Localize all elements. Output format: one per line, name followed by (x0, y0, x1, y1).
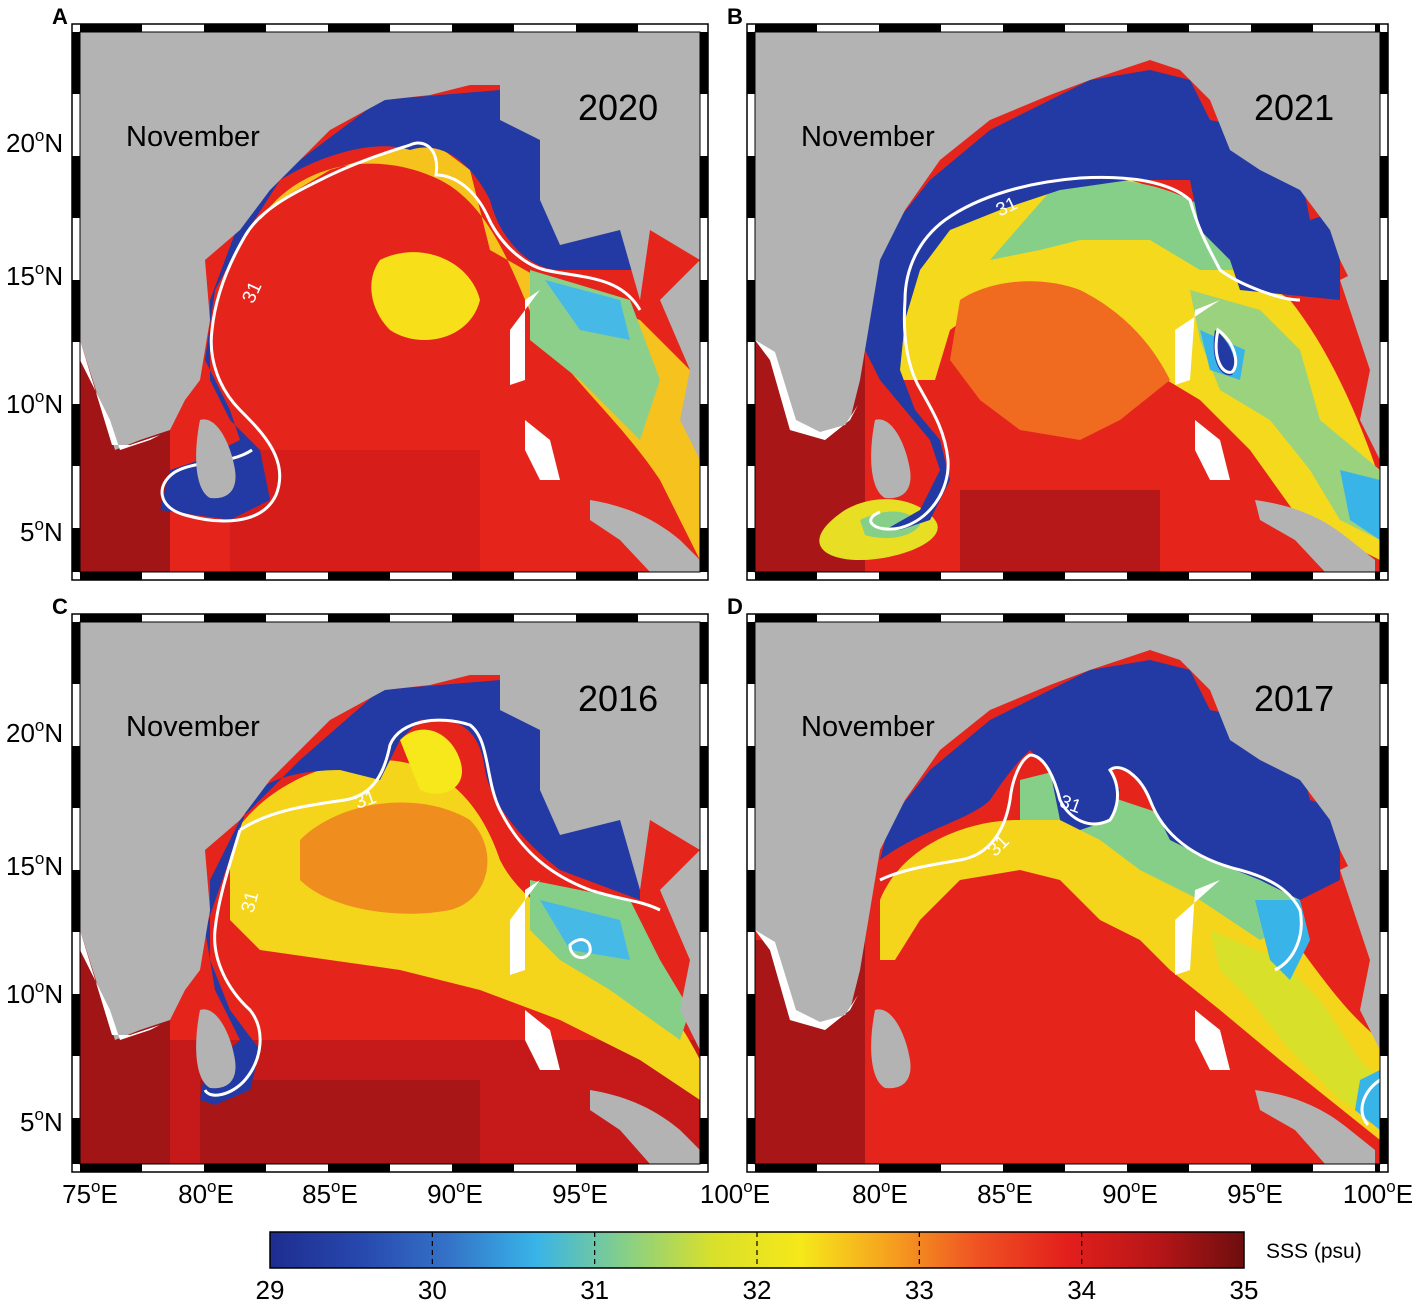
colorbar-ticks: 29 30 31 32 33 34 35 (256, 1232, 1259, 1304)
lon-tick-label: 95oE (1227, 1177, 1283, 1209)
lon-tick-label: 80oE (852, 1177, 908, 1209)
lon-axis-left: 75oE 80oE 85oE 90oE 95oE (62, 1177, 608, 1209)
colorbar: 29 30 31 32 33 34 35 SSS (psu) (256, 1231, 1362, 1304)
lon-tick-label: 85oE (977, 1177, 1033, 1209)
panel-label-b: B (727, 4, 743, 29)
year-label: 2021 (1254, 87, 1334, 128)
year-label: 2017 (1254, 678, 1334, 719)
colorbar-tick-label: 34 (1067, 1275, 1096, 1304)
panel-c (80, 622, 700, 1164)
panel-label-a: A (52, 4, 68, 29)
colorbar-tick-label: 29 (256, 1275, 285, 1304)
lat-tick-label: 5oN (20, 1105, 63, 1137)
lat-axis-top: 20oN 15oN 10oN 5oN (6, 126, 63, 547)
lon-tick-label: 85oE (302, 1177, 358, 1209)
panel-b (755, 32, 1380, 572)
year-label: 2016 (578, 678, 658, 719)
month-label: November (126, 121, 260, 153)
lon-tick-label: 100oE (1343, 1177, 1413, 1209)
year-label: 2020 (578, 87, 658, 128)
lon-tick-label: 95oE (552, 1177, 608, 1209)
panel-d (755, 622, 1380, 1164)
map-frame (71, 613, 709, 1173)
lat-tick-label: 20oN (6, 716, 63, 748)
colorbar-tick-label: 35 (1230, 1275, 1259, 1304)
lon-tick-label: 90oE (427, 1177, 483, 1209)
lat-tick-label: 20oN (6, 126, 63, 158)
lon-tick-label: 100oE (700, 1177, 770, 1209)
panel-label-c: C (52, 594, 68, 619)
colorbar-tick-label: 33 (905, 1275, 934, 1304)
lat-tick-label: 15oN (6, 259, 63, 291)
lat-axis-bottom: 20oN 15oN 10oN 5oN (6, 716, 63, 1137)
month-label: November (801, 711, 935, 743)
lon-axis-right: 100oE 80oE 85oE 90oE 95oE 100oE (700, 1177, 1413, 1209)
lon-tick-label: 90oE (1102, 1177, 1158, 1209)
map-frame (71, 23, 709, 581)
panel-a (80, 32, 700, 572)
lat-tick-label: 10oN (6, 387, 63, 419)
lat-tick-label: 15oN (6, 849, 63, 881)
map-frame (746, 613, 1389, 1173)
lat-tick-label: 5oN (20, 515, 63, 547)
lon-tick-label: 75oE (62, 1177, 118, 1209)
colorbar-title: SSS (psu) (1266, 1240, 1362, 1263)
map-frame (746, 23, 1389, 581)
month-label: November (126, 711, 260, 743)
month-label: November (801, 121, 935, 153)
panel-label-d: D (727, 594, 743, 619)
lat-tick-label: 10oN (6, 977, 63, 1009)
colorbar-tick-label: 32 (743, 1275, 772, 1304)
colorbar-tick-label: 31 (580, 1275, 609, 1304)
lon-tick-label: 80oE (178, 1177, 234, 1209)
colorbar-tick-label: 30 (418, 1275, 447, 1304)
map-frames (71, 23, 1389, 1173)
